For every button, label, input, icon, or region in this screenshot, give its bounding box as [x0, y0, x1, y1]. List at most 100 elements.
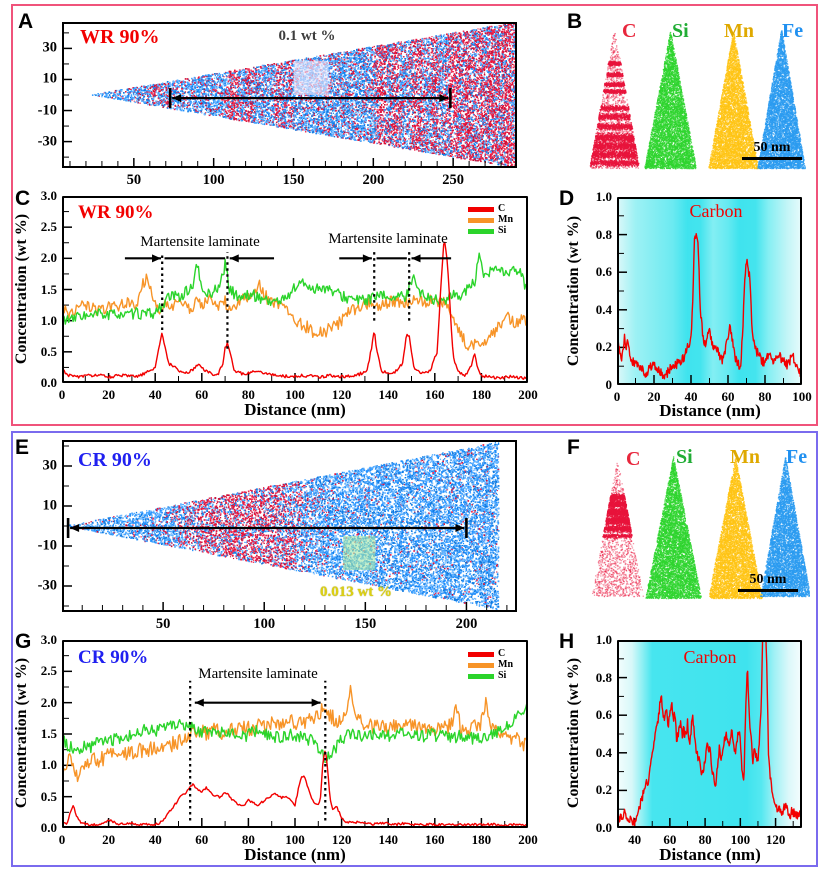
- tick-label: 100: [730, 832, 751, 847]
- tick-label: 1.0: [40, 312, 57, 328]
- tick-label: 60: [721, 389, 735, 404]
- panel-e-title: CR 90%: [78, 449, 152, 471]
- legend-row: C: [468, 649, 513, 659]
- panel-f-letter: F: [567, 436, 580, 459]
- panel-h-y-axis-title: Concentration (wt %): [565, 657, 582, 809]
- panel-g-letter: G: [15, 630, 32, 653]
- panel-h-letter: H: [559, 630, 575, 653]
- tick-label: 1.0: [595, 632, 612, 647]
- panel-g-x-axis-title: Distance (nm): [244, 845, 346, 864]
- panel-c-letter: C: [15, 187, 31, 210]
- tick-label: 0.0: [40, 820, 57, 835]
- martensite-laminate-label-1: Martensite laminate: [140, 234, 260, 250]
- panel-e-box-label: 0.013 wt %: [319, 584, 393, 600]
- element-label-fe: Fe: [782, 20, 804, 42]
- tick-label: 2.5: [40, 663, 57, 679]
- tick-label: 30: [42, 457, 58, 474]
- martensite-laminate-label-2: Martensite laminate: [328, 231, 448, 247]
- panel-d-title: Carbon: [689, 201, 743, 221]
- tick-label: 0.4: [595, 301, 612, 317]
- legend-swatch: [468, 662, 494, 668]
- tick-label: 20: [647, 389, 661, 404]
- scalebar-f: 50 nm: [738, 572, 798, 592]
- panel-e-ion-map-canvas: [62, 440, 517, 612]
- tick-label: 0.0: [40, 375, 57, 390]
- tick-label: 1.0: [595, 189, 612, 204]
- tick-label: 1.0: [40, 757, 57, 773]
- panel-h-x-axis-title: Distance (nm): [659, 845, 761, 864]
- tick-label: 3.0: [40, 632, 57, 647]
- wr-group-border: [11, 4, 818, 426]
- legend-swatch: [468, 651, 494, 657]
- legend-row: C: [468, 203, 513, 214]
- tick-label: 0: [58, 832, 66, 847]
- tick-label: 250: [442, 172, 464, 188]
- tick-label: 2.5: [40, 219, 57, 235]
- tick-label: -30: [37, 577, 57, 594]
- tick-label: 40: [628, 832, 642, 847]
- tick-label: 100: [285, 387, 305, 402]
- tick-label: 50: [126, 172, 142, 188]
- tick-label: 180: [471, 387, 492, 402]
- tick-label: 60: [195, 387, 209, 402]
- tick-label: 0.0: [595, 820, 612, 835]
- element-label-c: C: [622, 20, 637, 42]
- tick-label: 100: [202, 172, 225, 188]
- tick-label: 200: [455, 616, 478, 632]
- tick-label: 80: [758, 389, 772, 404]
- tick-label: 40: [684, 389, 698, 404]
- tick-label: -30: [37, 133, 57, 150]
- tick-label: 0.5: [40, 788, 57, 804]
- tick-label: 100: [792, 389, 812, 404]
- tick-label: 20: [102, 832, 116, 847]
- tick-label: 180: [471, 832, 492, 847]
- scalebar-f-label: 50 nm: [749, 572, 787, 587]
- legend-label: Mn: [498, 214, 513, 225]
- tick-label: -10: [37, 537, 57, 554]
- tick-label: 150: [282, 172, 305, 188]
- tick-label: 80: [241, 832, 255, 847]
- tick-label: 140: [378, 387, 398, 402]
- legend-label: Mn: [498, 659, 513, 670]
- panel-c-title: WR 90%: [78, 202, 154, 223]
- tick-label: 0.2: [595, 782, 612, 798]
- tick-label: -10: [37, 102, 57, 119]
- panel-h-carbon-profile-canvas: [617, 640, 802, 828]
- tick-label: 0.4: [595, 744, 612, 760]
- panel-a-ion-map-canvas: [62, 22, 517, 168]
- tick-label: 0.6: [595, 707, 612, 723]
- tick-label: 20: [102, 387, 116, 402]
- element-label-mn: Mn: [724, 20, 754, 42]
- panel-f-element-maps-canvas: [585, 446, 810, 608]
- tick-label: 10: [42, 70, 58, 87]
- tick-label: 1.5: [40, 281, 57, 297]
- tick-label: 0.5: [40, 343, 57, 359]
- panel-g-title: CR 90%: [78, 647, 149, 668]
- tick-label: 0.2: [595, 339, 612, 355]
- tick-label: 0.8: [595, 669, 612, 685]
- tick-label: 140: [378, 832, 398, 847]
- tick-label: 120: [331, 387, 352, 402]
- legend-row: Mn: [468, 214, 513, 225]
- legend-label: Si: [498, 225, 507, 236]
- panel-d-carbon-profile-canvas: [617, 197, 802, 385]
- tick-label: 10: [42, 497, 58, 514]
- legend-row: Mn: [468, 659, 513, 670]
- cr-group-border: [11, 431, 818, 867]
- tick-label: 0.8: [595, 226, 612, 242]
- panel-c-x-axis-title: Distance (nm): [244, 400, 346, 419]
- panel-d-letter: D: [559, 187, 575, 210]
- panel-c-y-axis-title: Concentration (wt %): [13, 213, 30, 365]
- legend-label: C: [498, 203, 506, 214]
- tick-label: 1.5: [40, 726, 57, 741]
- tick-label: 200: [518, 387, 538, 402]
- tick-label: 120: [331, 832, 352, 847]
- tick-label: 0: [58, 387, 66, 402]
- tick-label: 60: [195, 832, 209, 847]
- scalebar-b-label: 50 nm: [753, 140, 791, 155]
- panel-b-letter: B: [567, 10, 583, 33]
- tick-label: 0: [605, 377, 613, 392]
- panel-c-profile-canvas: [62, 196, 528, 383]
- tick-label: 0.6: [595, 264, 612, 280]
